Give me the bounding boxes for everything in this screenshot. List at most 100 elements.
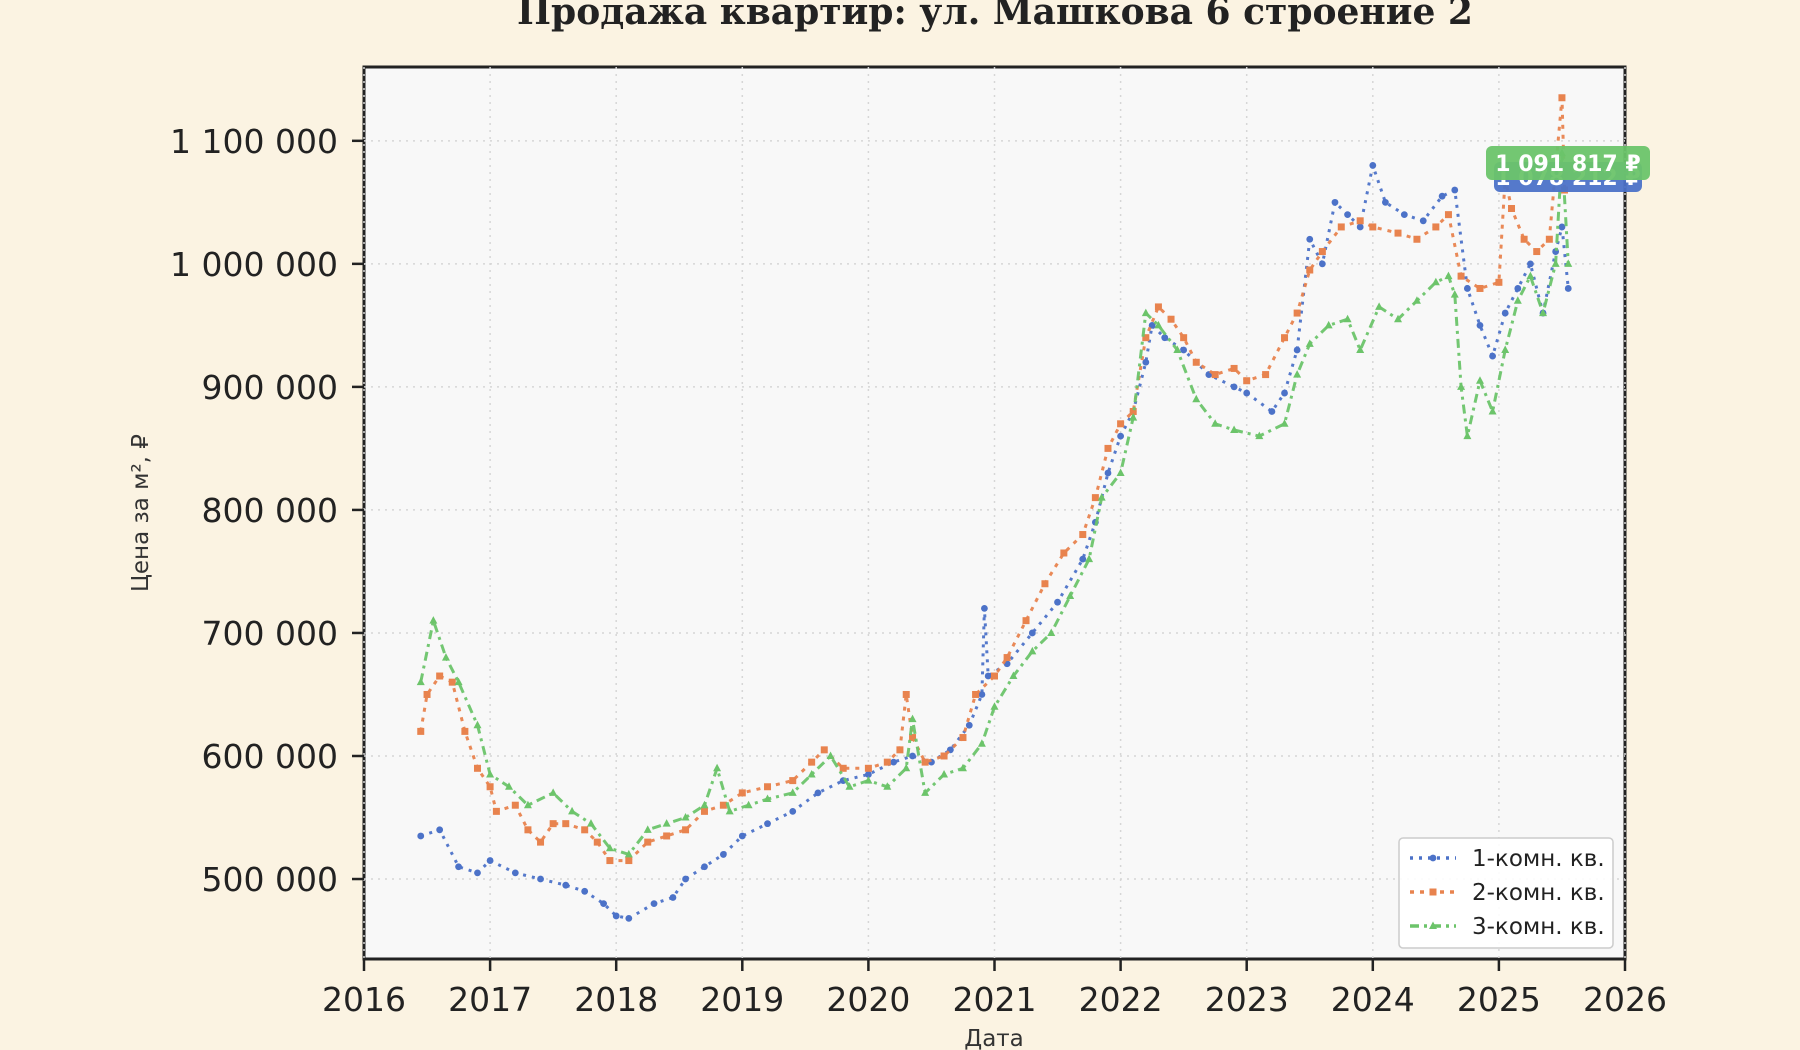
data-point-2k	[1117, 420, 1125, 428]
data-point-3k	[908, 714, 917, 723]
data-point-2k	[1142, 334, 1150, 342]
data-point-1k	[474, 869, 481, 877]
data-point-2k	[700, 807, 708, 815]
data-point-1k	[1268, 408, 1276, 415]
data-point-2k	[921, 758, 929, 766]
data-point-2k	[1545, 235, 1553, 243]
data-point-1k	[1489, 352, 1496, 360]
data-point-2k	[991, 672, 998, 680]
data-point-2k	[1281, 334, 1289, 342]
data-point-3k	[586, 819, 595, 827]
data-point-2k	[1394, 229, 1402, 237]
data-point-1k	[625, 914, 633, 922]
data-point-3k	[1047, 628, 1056, 636]
data-point-3k	[1526, 271, 1535, 280]
data-point-3k	[990, 702, 999, 710]
annotation-text-3k: 1 091 817 ₽	[1495, 152, 1640, 177]
data-point-2k	[511, 801, 519, 809]
data-point-3k	[1564, 259, 1573, 267]
data-point-3k	[643, 825, 652, 833]
data-point-1k	[455, 863, 462, 871]
data-point-1k	[965, 721, 973, 729]
data-point-1k	[1142, 358, 1150, 366]
data-point-3k	[902, 763, 911, 772]
data-point-3k	[454, 677, 463, 686]
data-point-3k	[1230, 425, 1239, 433]
x-tick-label: 2016	[322, 980, 406, 1019]
data-point-1k	[1318, 260, 1326, 268]
data-point-2k	[1508, 204, 1516, 212]
data-point-1k	[1180, 346, 1188, 354]
data-point-3k	[1028, 646, 1037, 655]
data-point-2k	[1060, 549, 1068, 557]
data-point-2k	[1230, 364, 1238, 372]
x-axis-label: Дата	[964, 1026, 1024, 1050]
data-point-3k	[473, 720, 482, 729]
axes: 2016 2017 2018 2019 2020 2021 2022 2023 2024 2025…	[170, 122, 1667, 1019]
data-point-1k	[978, 691, 986, 698]
data-point-1k	[1501, 309, 1509, 317]
legend-swatches	[1410, 854, 1456, 929]
data-point-1k	[1514, 285, 1522, 292]
data-point-2k	[537, 838, 545, 846]
data-point-3k	[1129, 413, 1138, 421]
legend-label-3k: 3-комн. кв.	[1472, 914, 1605, 940]
series-1k	[417, 162, 1572, 922]
data-point-1k	[1331, 198, 1339, 206]
data-point-3k	[763, 794, 772, 803]
data-point-3k	[1450, 290, 1459, 298]
data-point-3k	[725, 806, 734, 815]
data-point-2k	[1091, 494, 1099, 502]
data-point-3k	[681, 813, 690, 821]
data-point-2k	[549, 820, 557, 828]
legend-label-1k: 1-комн. кв.	[1472, 846, 1605, 872]
series-line-1k	[420, 163, 1570, 920]
data-point-3k	[1192, 394, 1201, 403]
data-point-3k	[883, 782, 892, 790]
x-tick-label: 2017	[448, 980, 532, 1019]
x-tick-label: 2023	[1205, 980, 1289, 1019]
data-point-3k	[1343, 314, 1352, 323]
data-point-3k	[1356, 345, 1365, 353]
data-point-2k	[1154, 303, 1162, 311]
data-point-2k	[1041, 580, 1049, 588]
data-point-2k	[1356, 217, 1364, 225]
data-point-2k	[1293, 309, 1301, 317]
data-point-1k	[581, 887, 589, 895]
data-point-3k	[1066, 591, 1075, 600]
chart-title: Продажа квартир: ул. Машкова 6 строение …	[517, 0, 1473, 33]
data-point-3k	[1255, 431, 1264, 440]
data-point-1k	[1293, 346, 1301, 354]
data-point-2k	[663, 832, 671, 840]
series-2k	[417, 94, 1568, 865]
y-tick-label: 600 000	[202, 737, 338, 776]
data-point-1k	[1230, 383, 1238, 391]
data-point-1k	[1161, 334, 1169, 342]
data-point-2k	[1318, 248, 1326, 256]
data-point-2k	[524, 826, 532, 834]
data-point-3k	[1280, 419, 1289, 427]
series-3k	[416, 148, 1573, 858]
data-point-3k	[429, 616, 438, 624]
data-point-1k	[981, 604, 988, 612]
data-point-2k	[1413, 235, 1421, 243]
data-point-3k	[549, 788, 558, 796]
data-point-3k	[1394, 314, 1403, 323]
data-point-2k	[808, 758, 816, 766]
data-point-3k	[845, 782, 854, 790]
y-axis-label: Цена за м², ₽	[128, 434, 154, 592]
data-point-1k	[511, 869, 519, 877]
data-point-1k	[682, 875, 689, 883]
data-point-2k	[625, 857, 633, 865]
data-point-1k	[738, 832, 746, 840]
data-point-1k	[984, 672, 992, 680]
data-point-2k	[1243, 377, 1251, 385]
data-point-2k	[883, 758, 891, 766]
data-point-3k	[977, 739, 986, 747]
data-point-2k	[593, 838, 601, 846]
data-point-3k	[1457, 382, 1466, 390]
data-point-3k	[713, 763, 722, 772]
data-point-2k	[1337, 223, 1345, 231]
data-point-3k	[1412, 296, 1421, 304]
